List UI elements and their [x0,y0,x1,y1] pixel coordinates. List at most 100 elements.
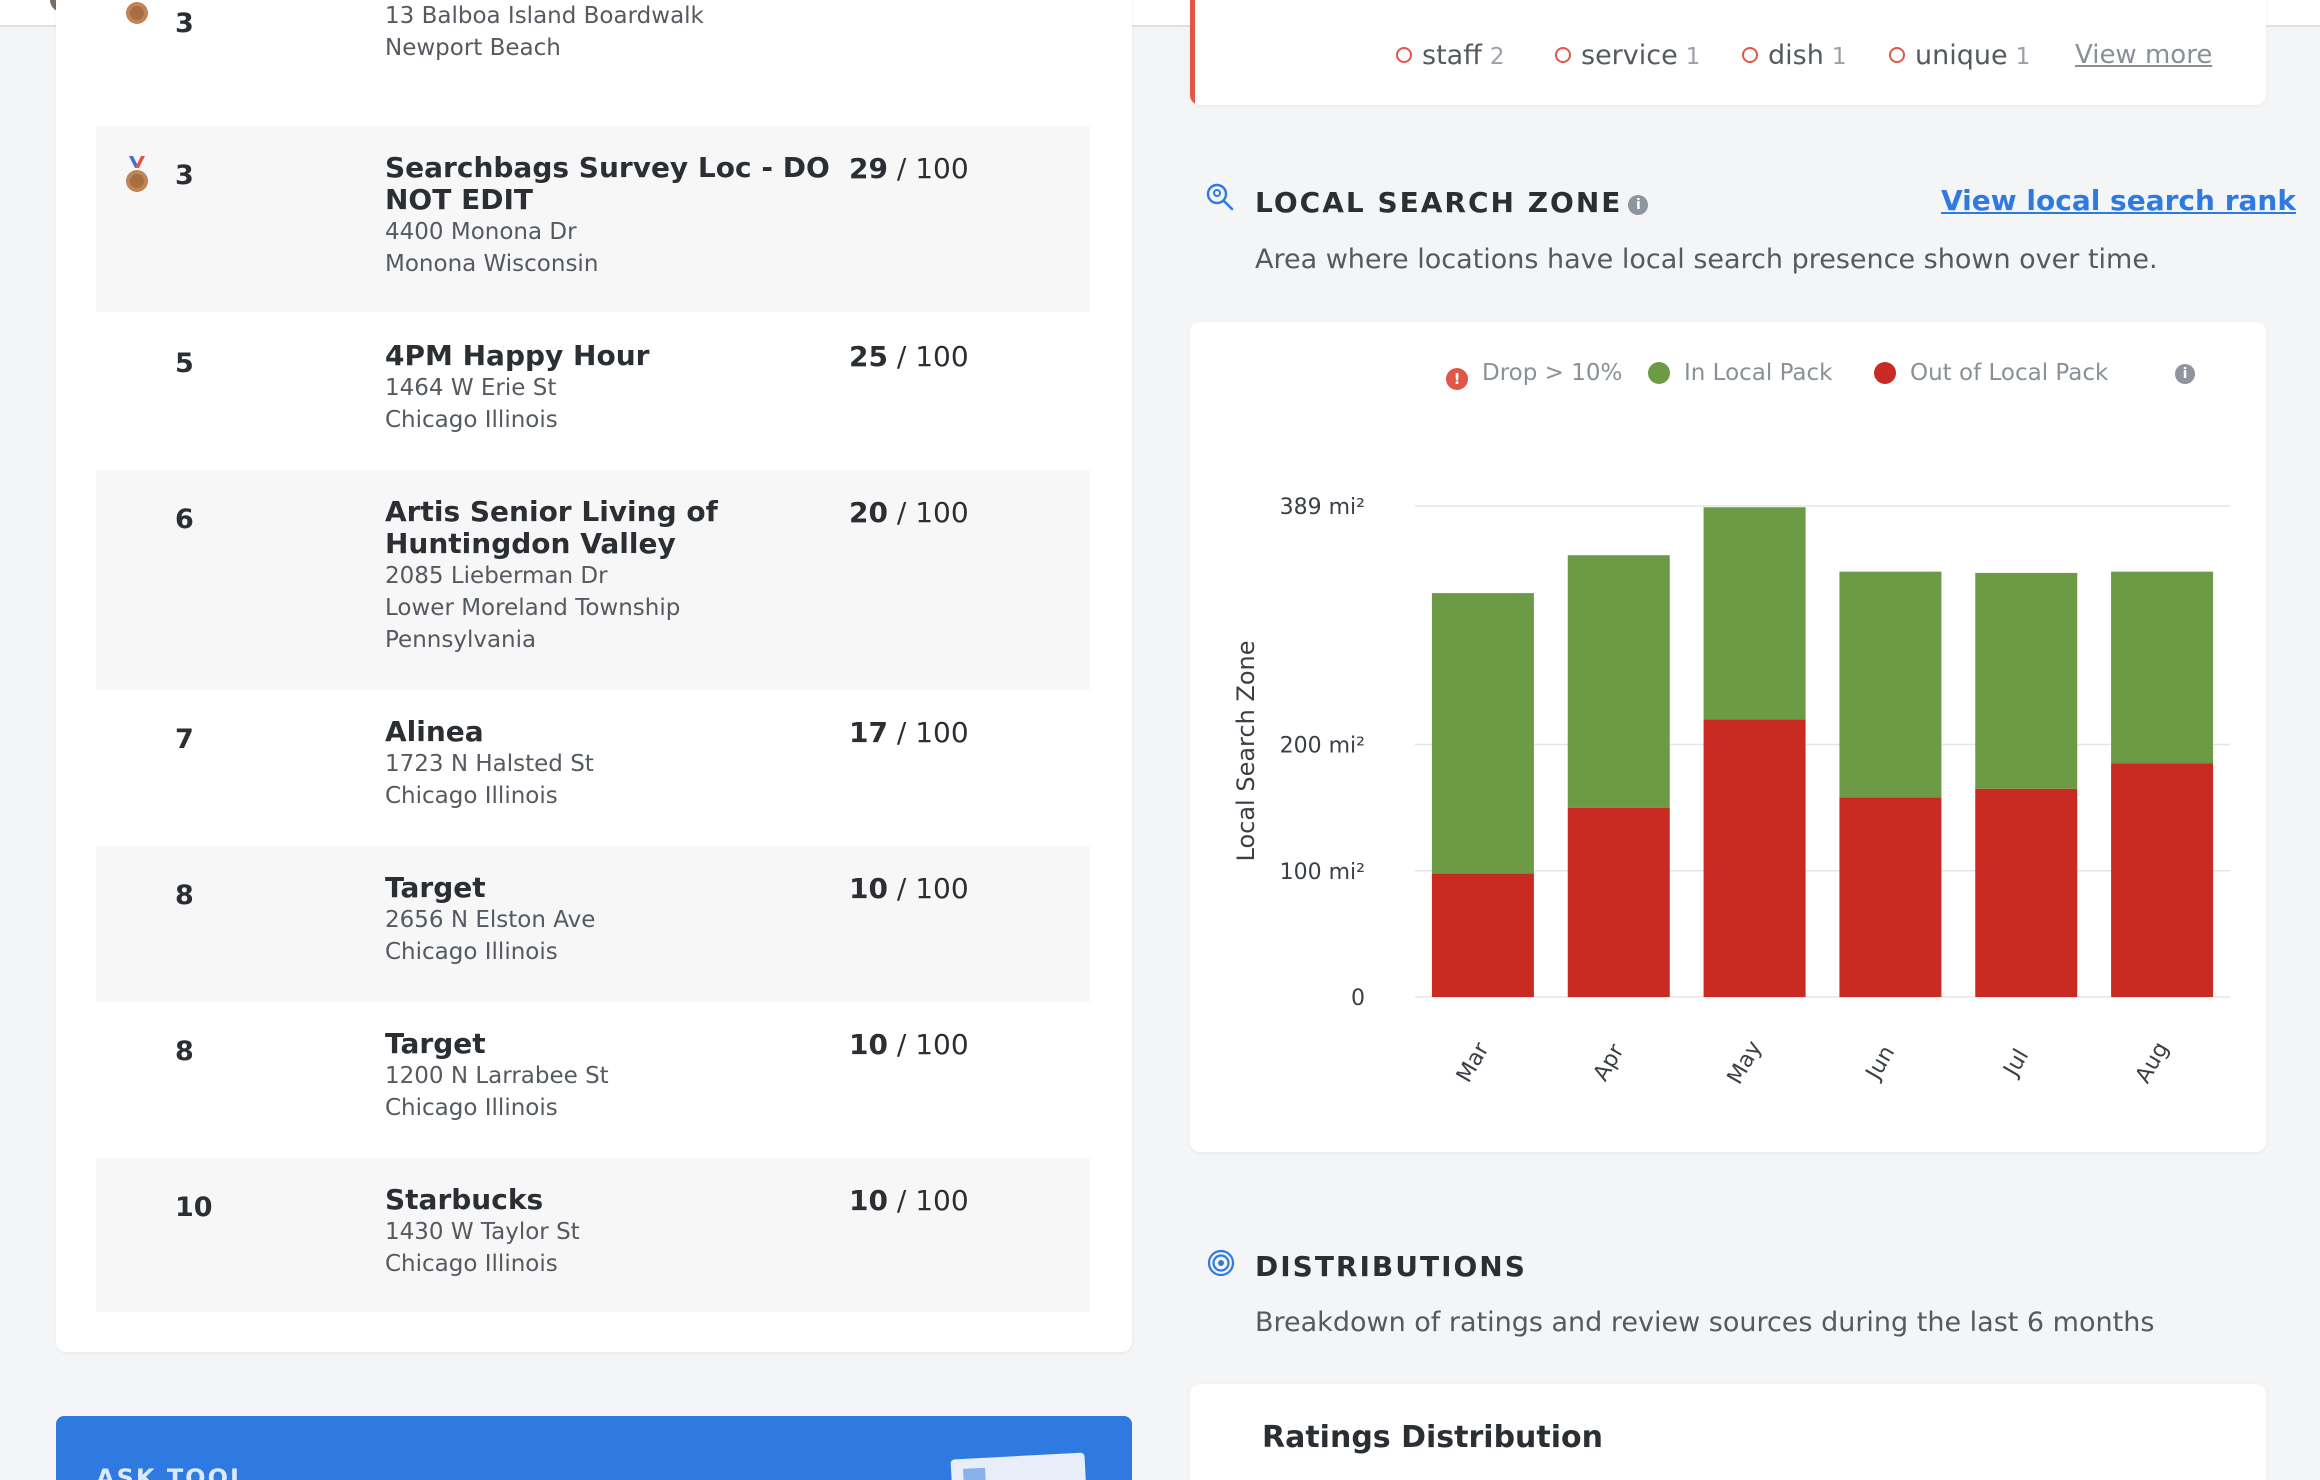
location-name[interactable]: Searchbags Survey Loc - DO NOT EDIT [385,151,830,216]
keyword-chip[interactable]: dish 1 [1742,40,1846,71]
rank-number: 3 [175,160,194,191]
local-search-zone-chart-card: ! Drop > 10% In Local Pack Out of Local Pac… [1190,322,2266,1152]
local-search-zone-title-text: LOCAL SEARCH ZONE [1255,186,1623,219]
x-tick-label: Aug [2131,1038,2174,1088]
leaderboard-row[interactable]: 3 13 Balboa Island Boardwalk Newport Beach [96,0,1090,126]
location-block[interactable]: Searchbags Survey Loc - DO NOT EDIT 4400 … [385,152,835,280]
y-axis-label: Local Search Zone [1232,640,1260,861]
location-name[interactable]: Target [385,871,486,904]
score: 10 / 100 [849,872,969,905]
location-block[interactable]: Alinea 1723 N Halsted St Chicago Illinois [385,716,835,812]
location-block[interactable]: 13 Balboa Island Boardwalk Newport Beach [385,0,835,64]
location-name[interactable]: 4PM Happy Hour [385,339,650,372]
y-tick-label: 389 mi² [1280,495,1365,520]
bar-segment [1839,797,1942,997]
ratings-distribution-title: Ratings Distribution [1262,1420,1603,1455]
alert-icon: ! [1446,368,1468,390]
circle-icon [1555,47,1571,63]
legend-item[interactable]: ! Drop > 10% [1446,360,1622,390]
local-search-zone-subtitle: Area where locations have local search p… [1255,244,2158,275]
rank-number: 3 [175,8,194,39]
x-tick-label: Jun [1860,1042,1900,1086]
leaderboard-row[interactable]: 5 4PM Happy Hour 1464 W Erie St Chicago Ill… [96,314,1090,470]
circle-icon [1742,47,1758,63]
location-address: Lower Moreland Township [385,595,681,621]
bar-segment [1975,788,2078,997]
score-value: 10 [849,1028,888,1061]
keyword-chip[interactable]: service 1 [1555,40,1700,71]
location-address: 1200 N Larrabee St [385,1063,609,1089]
score-value: 29 [849,152,888,185]
leaderboard-row[interactable]: 7 Alinea 1723 N Halsted St Chicago Illinois… [96,690,1090,846]
circle-icon [1396,47,1412,63]
bar-segment [1703,507,1806,720]
keyword-chip[interactable]: unique 1 [1889,40,2030,71]
circle-icon [1889,47,1905,63]
score: 20 / 100 [849,496,969,529]
bar-segment [1975,572,2078,789]
y-tick-label: 100 mi² [1280,860,1365,885]
bar-segment [1839,571,1942,798]
score-max: / 100 [896,716,969,749]
location-name[interactable]: Artis Senior Living of Huntingdon Valley [385,495,718,560]
bar-segment [2111,763,2214,997]
ask-tool-card[interactable]: ASK TOOL [56,1416,1132,1480]
location-block[interactable]: Target 1200 N Larrabee St Chicago Illinois [385,1028,835,1124]
x-tick-label: May [1723,1037,1767,1089]
legend-item[interactable]: Out of Local Pack [1874,360,2108,386]
legend-item[interactable]: In Local Pack [1648,360,1833,386]
score-max: / 100 [896,1028,969,1061]
bar-segment [1431,593,1534,874]
score-value: 20 [849,496,888,529]
score: 29 / 100 [849,152,969,185]
keyword-chip[interactable]: staff 2 [1396,40,1504,71]
location-block[interactable]: Target 2656 N Elston Ave Chicago Illinois [385,872,835,968]
bar-segment [2111,571,2214,764]
legend-label: In Local Pack [1684,360,1833,386]
chart-info-icon[interactable]: i [2175,364,2195,384]
location-address: Chicago Illinois [385,783,558,809]
location-address: Chicago Illinois [385,939,558,965]
rank-number: 10 [175,1192,213,1223]
location-address: 4400 Monona Dr [385,219,577,245]
distributions-title: DISTRIBUTIONS [1255,1250,1527,1283]
score: 25 / 100 [849,340,969,373]
location-address: 13 Balboa Island Boardwalk [385,3,704,29]
leaderboard-row[interactable]: 3 Searchbags Survey Loc - DO NOT EDIT 4400… [96,126,1090,312]
keyword-count: 2 [1489,44,1505,70]
location-address: 1723 N Halsted St [385,751,594,777]
accent-bar [1190,0,1195,105]
info-icon[interactable]: i [1628,195,1649,215]
local-search-zone-chart: 0 100 mi² 200 mi² 389 mi² Local Search Zone M… [1232,495,2230,1089]
bronze-medal-icon [126,2,148,24]
score-value: 10 [849,872,888,905]
rank-number: 5 [175,348,194,379]
keyword-label: dish [1768,40,1824,71]
location-address: Monona Wisconsin [385,251,599,277]
keyword-label: service [1581,40,1678,71]
leaderboard-row[interactable]: 8 Target 1200 N Larrabee St Chicago Illinoi… [96,1002,1090,1158]
location-address: 2085 Lieberman Dr [385,563,608,589]
bar-segment [1567,555,1670,808]
rank-number: 7 [175,724,194,755]
score-value: 25 [849,340,888,373]
keyword-count: 1 [1685,44,1701,70]
keyword-label: staff [1422,40,1482,71]
location-name[interactable]: Target [385,1027,486,1060]
location-block[interactable]: Starbucks 1430 W Taylor St Chicago Illinoi… [385,1184,835,1280]
leaderboard-row[interactable]: 8 Target 2656 N Elston Ave Chicago Illinois… [96,846,1090,1002]
score: 10 / 100 [849,1028,969,1061]
leaderboard-row[interactable]: 10 Starbucks 1430 W Taylor St Chicago Illin… [96,1158,1090,1312]
view-local-search-rank-link[interactable]: View local search rank [1941,184,2296,217]
location-block[interactable]: Artis Senior Living of Huntingdon Valley… [385,496,835,656]
ask-tool-illustration [950,1452,1088,1480]
keyword-count: 1 [2015,44,2031,70]
location-name[interactable]: Alinea [385,715,484,748]
view-more-link[interactable]: View more [2075,40,2213,70]
location-block[interactable]: 4PM Happy Hour 1464 W Erie St Chicago Illi… [385,340,835,436]
search-location-icon [1206,183,1234,211]
location-name[interactable]: Starbucks [385,1183,544,1216]
keywords-card [1190,0,2266,105]
x-tick-label: Jul [1998,1045,2034,1082]
leaderboard-row[interactable]: 6 Artis Senior Living of Huntingdon Valle… [96,470,1090,690]
